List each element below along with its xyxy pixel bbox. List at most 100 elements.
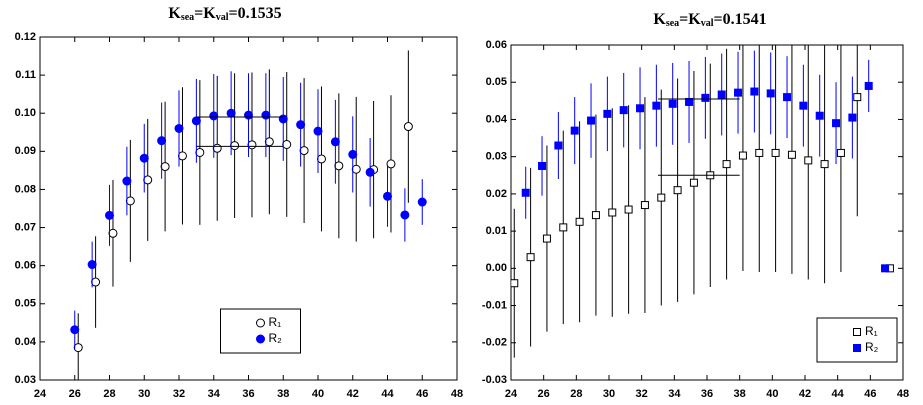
marker <box>247 140 257 150</box>
x-tick-label: 26 <box>69 388 81 400</box>
marker <box>689 178 698 187</box>
marker <box>603 109 612 118</box>
marker <box>157 136 167 146</box>
x-tick-label: 40 <box>766 388 778 400</box>
title-part: val <box>216 12 229 23</box>
x-tick-label: 48 <box>451 388 463 400</box>
chart-title: Ksea=Kval=0.1541 <box>653 11 766 30</box>
y-tick-label: 0.08 <box>15 183 36 195</box>
marker <box>122 176 132 186</box>
marker <box>668 99 677 108</box>
marker <box>417 197 427 207</box>
x-tick-label: 32 <box>636 388 648 400</box>
marker <box>108 228 118 238</box>
marker <box>881 264 890 273</box>
marker <box>820 160 829 169</box>
marker <box>282 139 292 149</box>
chart-title: Ksea=Kval=0.1535 <box>168 5 281 24</box>
y-tick-label: 0.05 <box>15 298 36 310</box>
x-tick-label: 48 <box>897 388 909 400</box>
marker <box>400 210 410 220</box>
marker <box>575 217 584 226</box>
x-tick-label: 46 <box>416 388 428 400</box>
marker <box>334 161 344 171</box>
title-part: =0.1541 <box>714 11 767 28</box>
marker <box>139 153 149 163</box>
x-tick-label: 24 <box>505 388 518 400</box>
marker <box>91 277 101 287</box>
x-tick-label: 34 <box>668 388 681 400</box>
marker <box>587 116 596 125</box>
y-tick-label: 0.12 <box>15 31 36 43</box>
marker <box>226 108 236 118</box>
marker <box>636 104 645 113</box>
title-part: sea <box>181 12 194 23</box>
marker <box>640 201 649 210</box>
x-tick-label: 36 <box>701 388 713 400</box>
x-tick-label: 34 <box>208 388 221 400</box>
marker <box>296 120 306 130</box>
legend-box <box>220 308 301 354</box>
marker <box>160 162 170 172</box>
marker <box>619 106 628 115</box>
x-tick-label: 26 <box>538 388 550 400</box>
marker <box>673 186 682 195</box>
x-tick-label: 44 <box>381 388 394 400</box>
marker <box>73 343 83 353</box>
marker <box>351 164 361 174</box>
x-tick-label: 38 <box>734 388 746 400</box>
legend-marker <box>256 318 265 328</box>
y-tick-label: 0.00 <box>486 262 507 274</box>
marker <box>864 81 873 90</box>
y-tick-label: -0.01 <box>482 299 507 311</box>
x-tick-label: 28 <box>103 388 115 400</box>
x-tick-label: 24 <box>34 388 47 400</box>
x-tick-label: 38 <box>277 388 289 400</box>
legend-box <box>816 317 898 363</box>
marker <box>804 156 813 165</box>
plot-area <box>70 50 427 380</box>
marker <box>538 161 547 170</box>
y-tick-label: 0.04 <box>486 113 508 125</box>
marker <box>624 205 633 214</box>
legend-marker <box>853 328 861 336</box>
y-tick-label: 0.03 <box>15 374 36 386</box>
x-tick-label: 36 <box>242 388 254 400</box>
marker <box>125 196 135 206</box>
marker <box>313 126 323 136</box>
marker <box>264 137 274 147</box>
x-tick-label: 46 <box>864 388 876 400</box>
marker <box>87 260 97 270</box>
marker <box>755 148 764 157</box>
marker <box>177 151 187 161</box>
y-tick-label: 0.07 <box>15 221 36 233</box>
x-tick-label: 42 <box>347 388 359 400</box>
x-tick-label: 42 <box>799 388 811 400</box>
marker <box>734 88 743 97</box>
marker <box>701 93 710 102</box>
marker <box>815 111 824 120</box>
title-part: val <box>701 18 714 29</box>
marker <box>848 113 857 122</box>
marker <box>174 123 184 133</box>
x-tick-label: 40 <box>312 388 324 400</box>
marker <box>330 137 340 147</box>
marker <box>386 159 396 169</box>
marker <box>526 253 535 262</box>
legend-label: R₁ <box>865 324 878 338</box>
marker <box>542 234 551 243</box>
marker <box>554 141 563 150</box>
marker <box>195 147 205 157</box>
x-tick-label: 44 <box>832 388 845 400</box>
y-tick-label: 0.05 <box>486 76 507 88</box>
marker <box>316 154 326 164</box>
x-tick-label: 32 <box>173 388 185 400</box>
y-tick-label: 0.01 <box>486 225 507 237</box>
marker <box>738 151 747 160</box>
marker <box>403 122 413 132</box>
marker <box>348 149 358 159</box>
x-tick-label: 30 <box>603 388 615 400</box>
marker <box>570 126 579 135</box>
marker <box>261 110 271 120</box>
title-part: =0.1535 <box>229 5 282 22</box>
